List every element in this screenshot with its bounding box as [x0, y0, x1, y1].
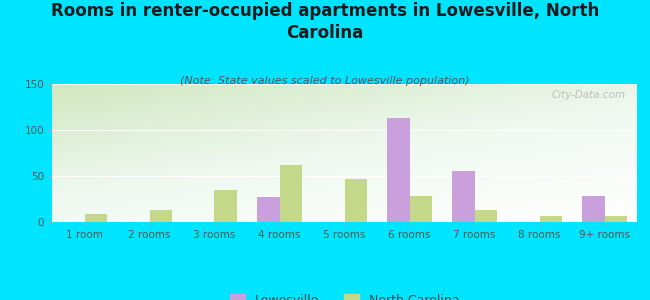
Bar — [84, 214, 107, 222]
Bar — [410, 196, 432, 222]
Bar — [150, 210, 172, 222]
Bar — [344, 179, 367, 222]
Bar — [387, 118, 410, 222]
Bar — [540, 216, 562, 222]
Legend: Lowesville, North Carolina: Lowesville, North Carolina — [224, 289, 465, 300]
Bar — [280, 165, 302, 222]
Bar — [452, 171, 474, 222]
Text: (Note: State values scaled to Lowesville population): (Note: State values scaled to Lowesville… — [180, 76, 470, 86]
Bar — [214, 190, 237, 222]
Text: Rooms in renter-occupied apartments in Lowesville, North
Carolina: Rooms in renter-occupied apartments in L… — [51, 2, 599, 42]
Bar — [257, 197, 280, 222]
Bar — [474, 210, 497, 222]
Bar — [604, 217, 627, 222]
Bar — [582, 196, 604, 222]
Text: City-Data.com: City-Data.com — [551, 89, 625, 100]
